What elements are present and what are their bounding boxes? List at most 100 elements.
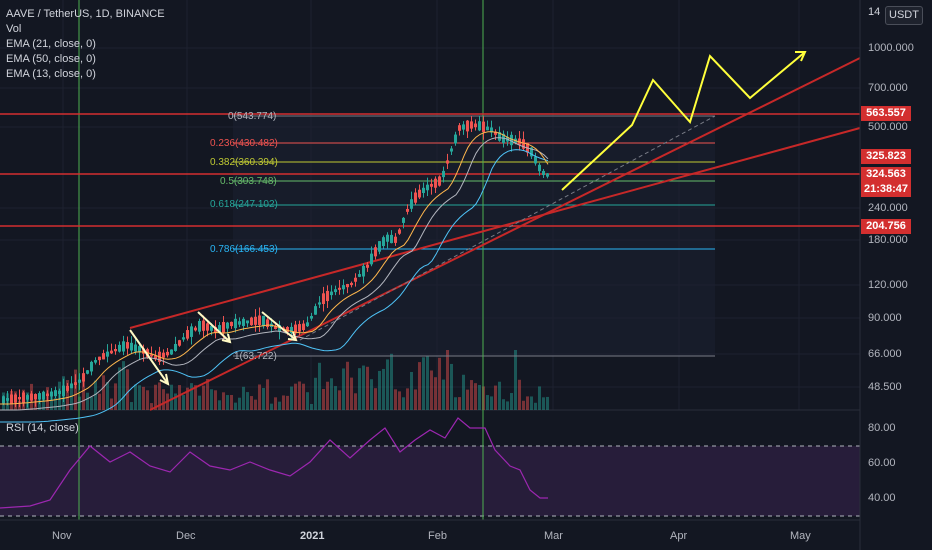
arrow-down-1 — [129, 329, 169, 385]
candle-body — [274, 325, 277, 330]
price-badge-563[interactable]: 563.557 — [861, 106, 911, 121]
volume-bar — [386, 359, 389, 410]
volume-bar — [510, 393, 513, 410]
arrow-annotations[interactable] — [129, 311, 298, 386]
volume-bar — [430, 370, 433, 410]
candle-body — [490, 127, 493, 133]
price-tick: 1000.000 — [868, 42, 914, 54]
ema50-label[interactable]: EMA (50, close, 0) — [6, 53, 96, 65]
candle-body — [110, 350, 113, 354]
candle-body — [134, 344, 137, 352]
candle-body — [182, 337, 185, 340]
price-tick: 500.000 — [868, 121, 908, 133]
volume-bar — [190, 383, 193, 410]
candle-body — [330, 291, 333, 296]
candle-body — [466, 120, 469, 132]
candle-body — [138, 346, 141, 353]
ema13-label[interactable]: EMA (13, close, 0) — [6, 68, 96, 80]
candle-body — [46, 393, 49, 397]
fib-level-05: 0.5(303.748) — [220, 176, 277, 187]
volume-bar — [402, 397, 405, 410]
volume-bar — [218, 400, 221, 410]
volume-bar — [298, 381, 301, 410]
candle-body — [26, 395, 29, 400]
symbol-title[interactable]: AAVE / TetherUS, 1D, BINANCE — [6, 8, 165, 20]
candle-body — [402, 217, 405, 223]
ema21-label[interactable]: EMA (21, close, 0) — [6, 38, 96, 50]
volume-bar — [490, 396, 493, 410]
volume-bar — [282, 395, 285, 410]
candle-body — [222, 322, 225, 333]
rsi-tick: 60.00 — [868, 457, 896, 469]
candle-body — [510, 134, 513, 146]
time-tick-feb: Feb — [428, 530, 447, 542]
volume-bar — [366, 366, 369, 410]
fib-level-0236: 0.236(430.482) — [210, 138, 278, 149]
volume-bar — [462, 374, 465, 410]
candle-body — [446, 160, 449, 164]
candle-body — [70, 383, 73, 389]
candle-body — [362, 265, 365, 277]
price-tick: 700.000 — [868, 82, 908, 94]
dashed-trendline[interactable] — [299, 115, 716, 341]
volume-bar — [82, 376, 85, 410]
price-tick: 120.000 — [868, 279, 908, 291]
price-badge-current[interactable]: 324.563 — [861, 167, 911, 182]
candle-body — [538, 164, 541, 172]
volume-bar — [398, 391, 401, 410]
projection-arrowhead — [795, 51, 807, 62]
fib-level-1: 1(63.722) — [234, 351, 277, 362]
volume-bar — [118, 367, 121, 410]
candle-body — [342, 285, 345, 290]
candlesticks — [2, 115, 549, 408]
candle-body — [106, 351, 109, 357]
time-tick-apr: Apr — [670, 530, 688, 542]
candle-body — [206, 323, 209, 331]
volume-bar — [334, 386, 337, 410]
candle-body — [458, 125, 461, 131]
price-tick: 48.500 — [868, 381, 902, 393]
candle-body — [122, 341, 125, 352]
volume-bar — [214, 390, 217, 410]
rsi-title[interactable]: RSI (14, close) — [6, 422, 79, 434]
volume-bar — [294, 383, 297, 410]
candle-body — [334, 289, 337, 293]
volume-bar — [426, 356, 429, 410]
volume-bar — [474, 383, 477, 410]
candle-body — [178, 340, 181, 346]
volume-bar — [266, 379, 269, 410]
volume-bar — [390, 353, 393, 410]
candle-body — [54, 390, 57, 397]
volume-bar — [186, 387, 189, 410]
trendline-lower[interactable] — [149, 57, 861, 411]
candle-body — [438, 176, 441, 186]
volume-bar — [346, 361, 349, 410]
candle-body — [346, 283, 349, 288]
candle-body — [386, 234, 389, 242]
candle-body — [90, 361, 93, 372]
currency-button[interactable]: USDT — [885, 6, 923, 25]
ema-13-line — [0, 131, 549, 405]
candle-body — [62, 385, 65, 396]
trendline-upper[interactable] — [129, 127, 861, 329]
volume-bar — [270, 403, 273, 410]
volume-bar — [362, 365, 365, 410]
volume-bar — [530, 396, 533, 410]
rsi-band — [0, 446, 860, 516]
volume-bar — [126, 369, 129, 410]
arrow-down-3 — [261, 311, 297, 341]
price-badge-204[interactable]: 204.756 — [861, 219, 911, 234]
volume-bar — [90, 397, 93, 410]
volume-label[interactable]: Vol — [6, 23, 22, 35]
volume-bar — [514, 350, 517, 410]
volume-bar — [290, 386, 293, 410]
projection-path[interactable] — [561, 51, 806, 191]
volume-bar — [94, 380, 97, 410]
candle-body — [166, 351, 169, 356]
candle-body — [238, 321, 241, 325]
volume-bar — [458, 397, 461, 410]
candle-body — [6, 398, 9, 401]
volume-bar — [234, 402, 237, 410]
price-badge-325[interactable]: 325.823 — [861, 149, 911, 164]
